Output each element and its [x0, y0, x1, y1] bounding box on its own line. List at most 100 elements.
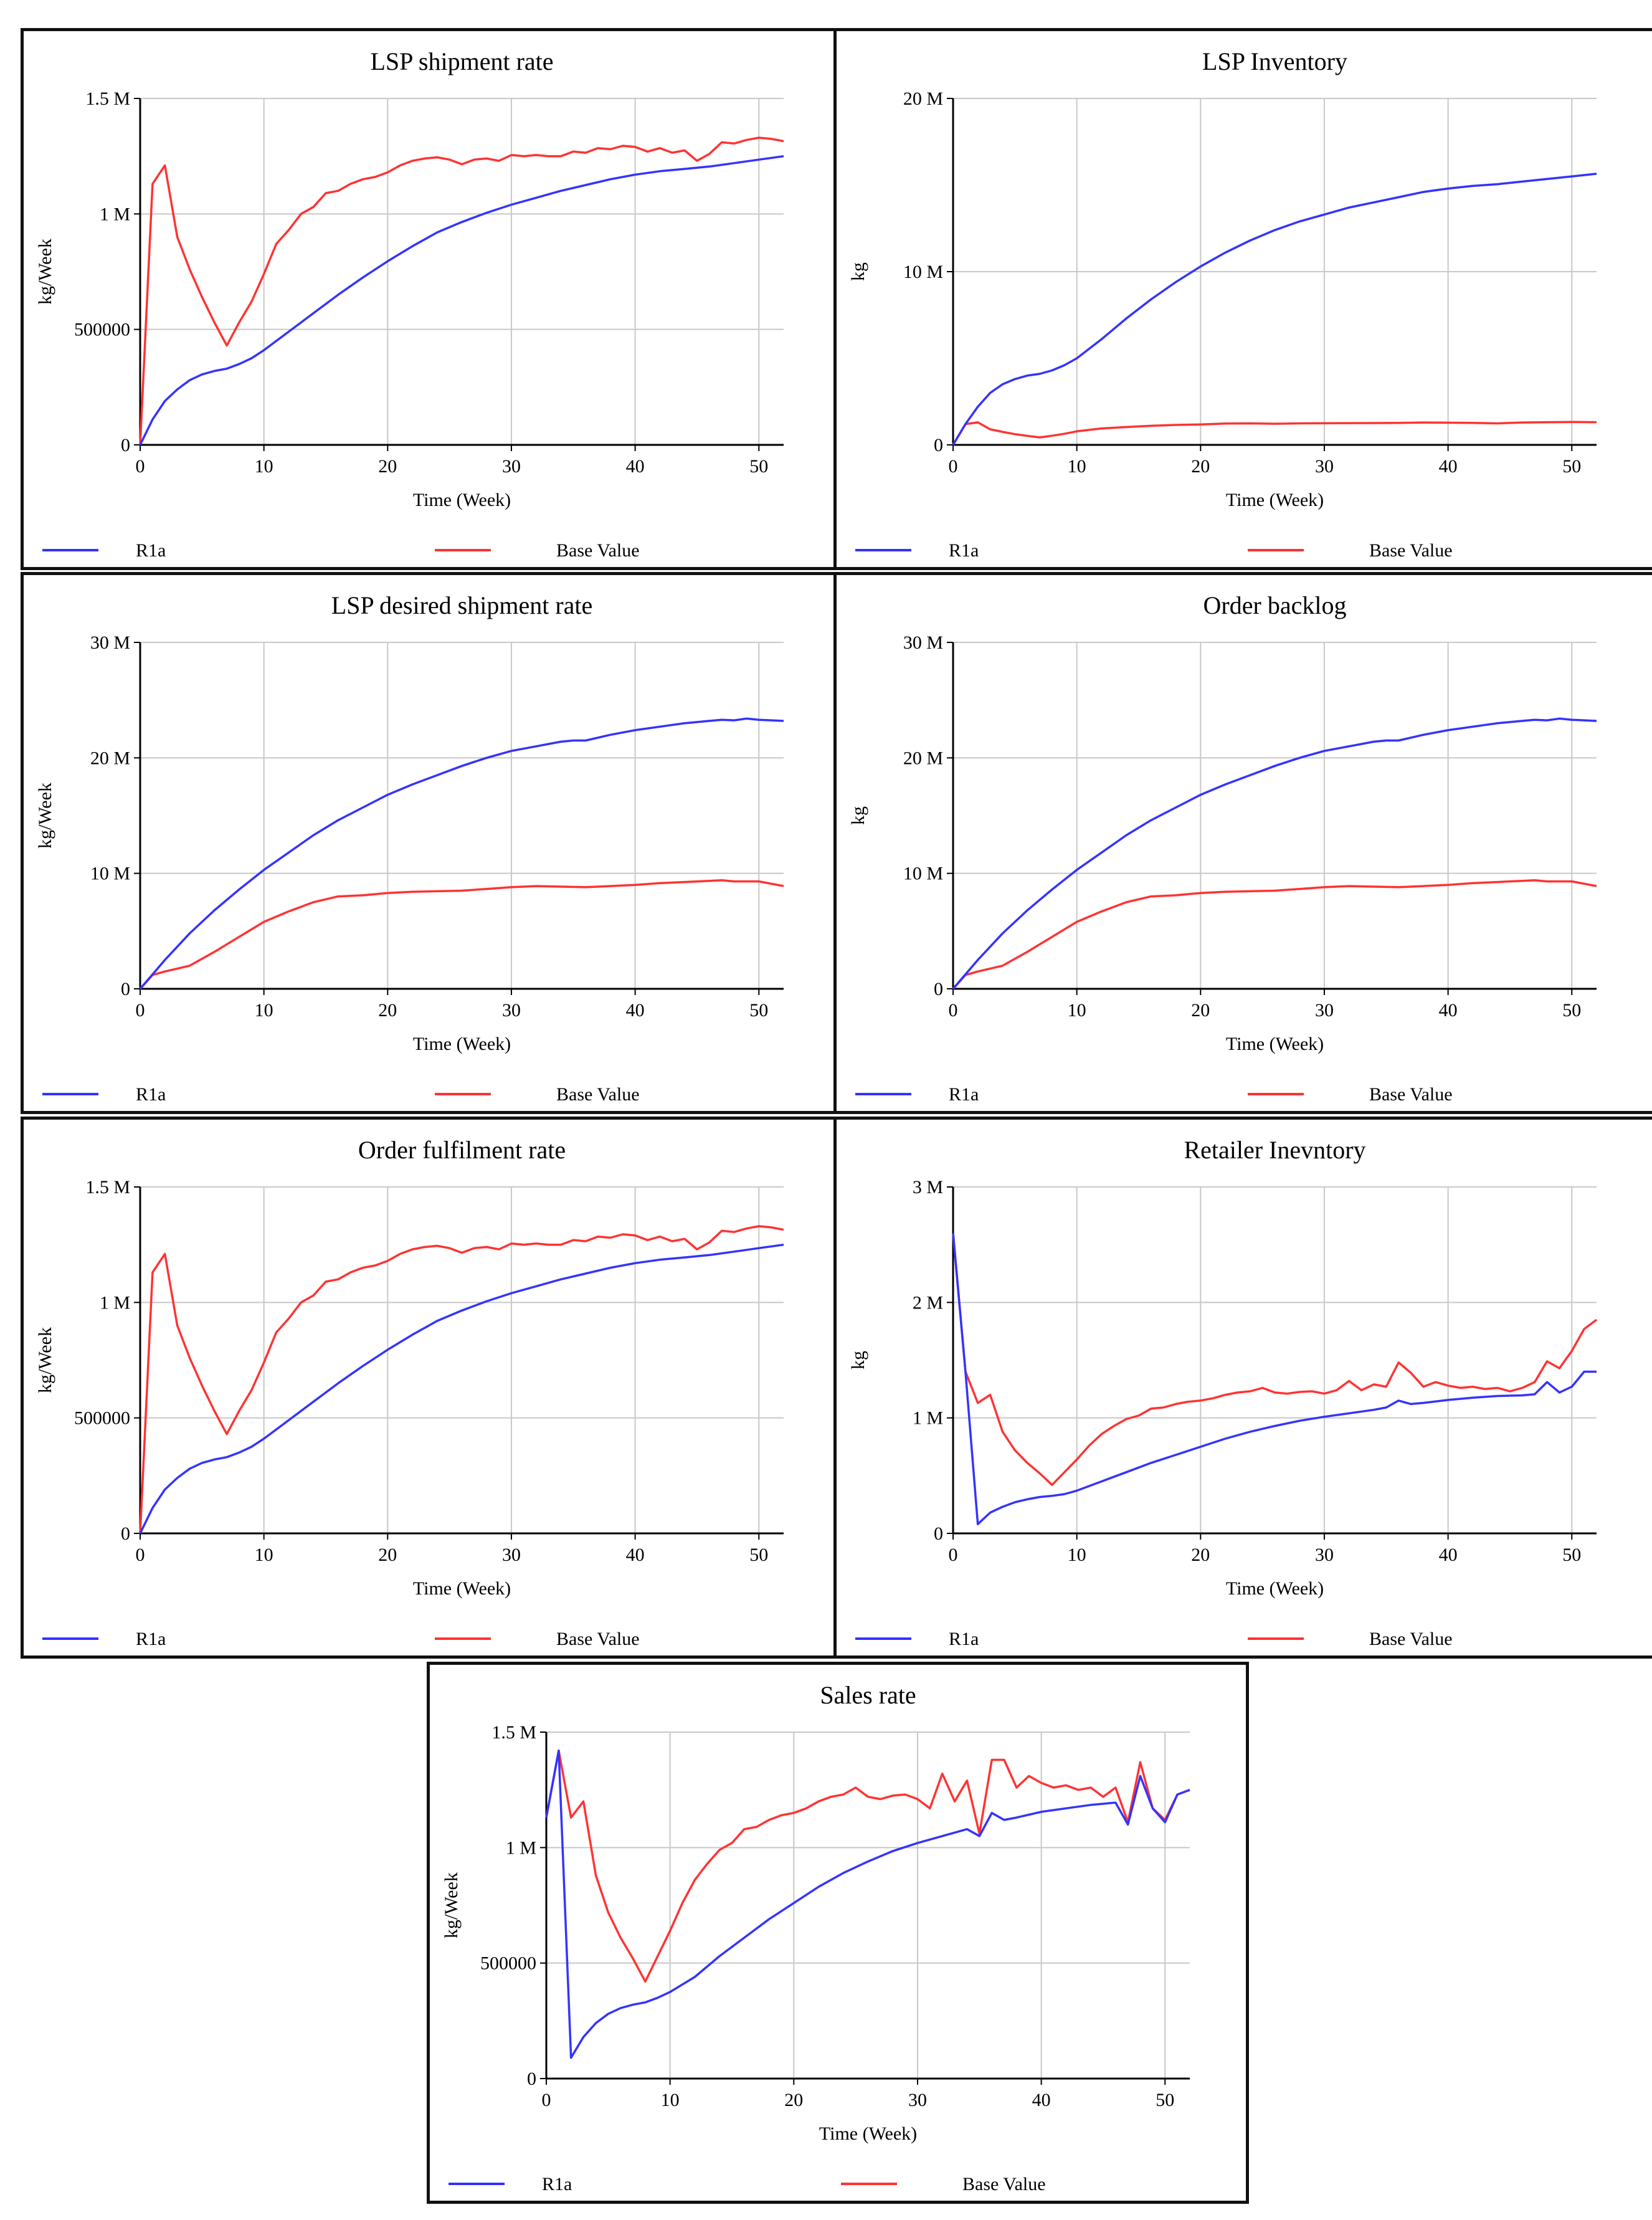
chart-title: LSP shipment rate	[370, 47, 553, 75]
x-tick-label: 0	[949, 456, 958, 477]
x-tick-label: 0	[949, 1000, 958, 1021]
series-line-r1a	[952, 173, 1597, 445]
x-tick-label: 40	[626, 1545, 645, 1565]
y-tick-label: 20 M	[90, 748, 130, 768]
x-axis-label: Time (Week)	[1226, 1578, 1324, 1599]
legend-label-base-value: Base Value	[962, 2174, 1046, 2194]
y-tick-label: 10 M	[903, 262, 943, 282]
series-line-base-value	[139, 879, 784, 990]
x-tick-label: 20	[1191, 456, 1210, 477]
y-tick-label: 1.5 M	[85, 1177, 130, 1198]
x-tick-label: 10	[1068, 1000, 1086, 1021]
x-tick-label: 0	[136, 1000, 145, 1021]
legend-label-r1a: R1a	[949, 540, 979, 561]
chart-title: Order backlog	[1203, 591, 1347, 619]
x-tick-label: 40	[626, 1000, 645, 1021]
chart-title: LSP Inventory	[1202, 47, 1347, 75]
chart-svg: Sales rate 0 10 20 30 40 50 0 500000 1 M 1.5 M Time…	[441, 1681, 1190, 2194]
x-tick-label: 30	[1315, 1000, 1334, 1021]
y-tick-label: 20 M	[903, 88, 943, 109]
series-line-base-value	[952, 421, 1597, 445]
chart-title: Sales rate	[820, 1681, 916, 1709]
x-tick-label: 50	[749, 1545, 768, 1565]
legend-label-base-value: Base Value	[1369, 540, 1453, 561]
legend-label-r1a: R1a	[949, 1629, 979, 1649]
x-tick-label: 40	[1439, 456, 1458, 477]
legend-label-r1a: R1a	[542, 2174, 572, 2194]
x-tick-label: 10	[661, 2090, 680, 2110]
legend-label-base-value: Base Value	[1369, 1084, 1453, 1105]
legend-label-base-value: Base Value	[556, 1629, 640, 1649]
legend-label-base-value: Base Value	[1369, 1629, 1453, 1649]
series-line-r1a	[139, 1243, 784, 1534]
y-tick-label: 1.5 M	[491, 1722, 536, 1743]
y-tick-label: 1 M	[913, 1408, 943, 1429]
legend-label-r1a: R1a	[136, 1629, 166, 1649]
y-tick-label: 500000	[74, 320, 130, 340]
y-tick-label: 0	[934, 979, 943, 999]
x-axis-label: Time (Week)	[413, 490, 511, 510]
legend-label-base-value: Base Value	[556, 1084, 640, 1105]
x-tick-label: 50	[1562, 456, 1581, 477]
x-tick-label: 50	[1156, 2090, 1174, 2110]
x-tick-label: 50	[749, 1000, 768, 1021]
chart-svg: Order backlog 0 10 20 30 40 50 0 10 M 20 M 30 M Tim…	[848, 591, 1597, 1105]
y-axis-label: kg/Week	[35, 1327, 55, 1393]
x-tick-label: 20	[784, 2090, 803, 2110]
y-tick-label: 0	[121, 1523, 130, 1544]
y-tick-label: 2 M	[913, 1292, 943, 1313]
chart-title: Retailer Inevntory	[1184, 1136, 1365, 1164]
chart-panel-order-backlog: Order backlog 0 10 20 30 40 50 0 10 M 20 M 30 M Tim…	[833, 572, 1652, 1114]
chart-title: LSP desired shipment rate	[331, 591, 593, 619]
x-tick-label: 10	[1068, 1545, 1086, 1565]
series-line-r1a	[952, 717, 1597, 990]
x-axis-label: Time (Week)	[413, 1578, 511, 1599]
y-tick-label: 0	[934, 1523, 943, 1544]
legend-label-r1a: R1a	[949, 1084, 979, 1105]
series-line-base-value	[139, 136, 784, 445]
x-tick-label: 40	[1032, 2090, 1051, 2110]
y-axis-label: kg	[848, 262, 868, 281]
x-tick-label: 20	[1191, 1000, 1210, 1021]
chart-panel-lsp-desired-shipment-rate: LSP desired shipment rate 0 10 20 30 40 50 0 10 …	[21, 572, 843, 1114]
x-tick-label: 0	[542, 2090, 551, 2110]
series-line-r1a	[545, 1749, 1190, 2059]
y-tick-label: 20 M	[903, 748, 943, 768]
x-tick-label: 30	[1315, 456, 1334, 477]
x-tick-label: 30	[1315, 1545, 1334, 1565]
x-tick-label: 0	[136, 1545, 145, 1565]
chart-panel-sales-rate: Sales rate 0 10 20 30 40 50 0 500000 1 M 1.5 M Time…	[427, 1662, 1249, 2204]
y-tick-label: 10 M	[90, 864, 130, 884]
x-tick-label: 10	[255, 456, 273, 477]
chart-svg: LSP Inventory 0 10 20 30 40 50 0 10 M 20 M Time (W…	[848, 47, 1597, 561]
y-tick-label: 500000	[480, 1953, 536, 1974]
chart-svg: LSP shipment rate 0 10 20 30 40 50 0 500000 1 M 1.…	[35, 47, 784, 561]
x-tick-label: 30	[502, 1000, 521, 1021]
y-tick-label: 30 M	[90, 632, 130, 653]
series-line-base-value	[545, 1749, 1190, 1983]
x-tick-label: 0	[136, 456, 145, 477]
x-tick-label: 30	[502, 456, 521, 477]
x-tick-label: 20	[1191, 1545, 1210, 1565]
x-tick-label: 20	[378, 1000, 397, 1021]
y-tick-label: 1.5 M	[85, 88, 130, 109]
y-tick-label: 0	[527, 2069, 536, 2089]
y-axis-label: kg/Week	[35, 783, 55, 849]
y-tick-label: 0	[121, 435, 130, 455]
x-tick-label: 40	[1439, 1545, 1458, 1565]
y-tick-label: 30 M	[903, 632, 943, 653]
y-tick-label: 500000	[74, 1408, 130, 1429]
series-line-base-value	[952, 1232, 1598, 1486]
legend-label-r1a: R1a	[136, 1084, 166, 1105]
x-axis-label: Time (Week)	[1226, 1034, 1324, 1054]
x-tick-label: 50	[1562, 1000, 1581, 1021]
x-axis-label: Time (Week)	[1226, 490, 1324, 510]
y-tick-label: 0	[934, 435, 943, 455]
x-axis-label: Time (Week)	[413, 1034, 511, 1054]
chart-panel-retailer-inventory: Retailer Inevntory 0 10 20 30 40 50 0 1 M 2 M 3 M T…	[833, 1117, 1652, 1659]
y-axis-label: kg/Week	[441, 1872, 462, 1938]
chart-panel-lsp-shipment-rate: LSP shipment rate 0 10 20 30 40 50 0 500000 1 M 1.…	[21, 28, 843, 570]
chart-title: Order fulfilment rate	[358, 1136, 566, 1164]
y-tick-label: 1 M	[100, 204, 130, 224]
